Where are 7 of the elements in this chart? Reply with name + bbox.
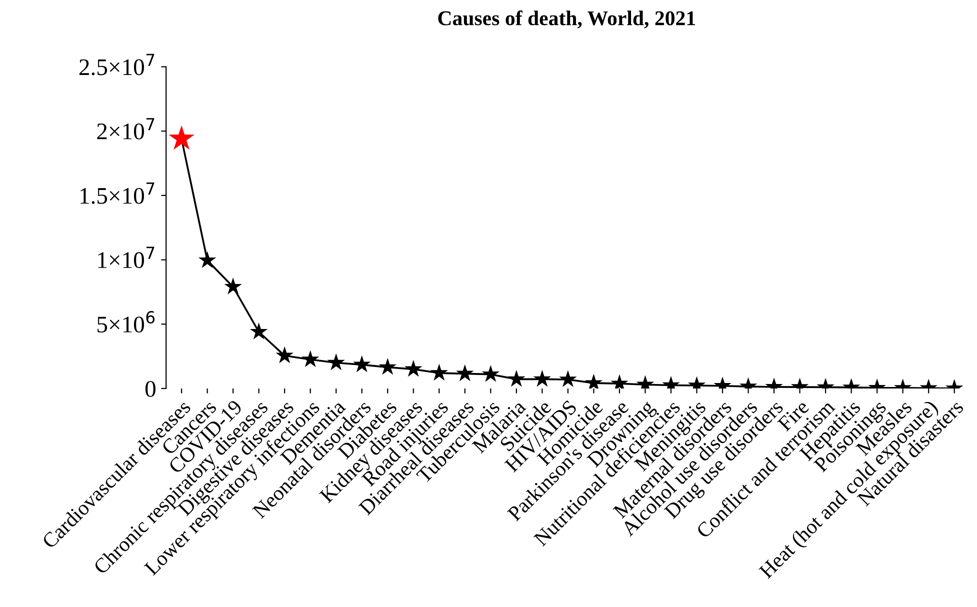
y-tick-label: 2×10$^{7}$: [97, 118, 154, 140]
y-tick-label: 1.5×10$^{7}$: [80, 182, 154, 204]
y-tick-label: 1×10$^{7}$: [98, 246, 154, 268]
chart-title: Causes of death, World, 2021: [438, 10, 696, 28]
y-tick-label: 0: [145, 380, 156, 397]
y-tick-label: 5×10$^{6}$: [98, 311, 155, 333]
y-tick-label: 2.5×10$^{7}$: [79, 54, 154, 76]
